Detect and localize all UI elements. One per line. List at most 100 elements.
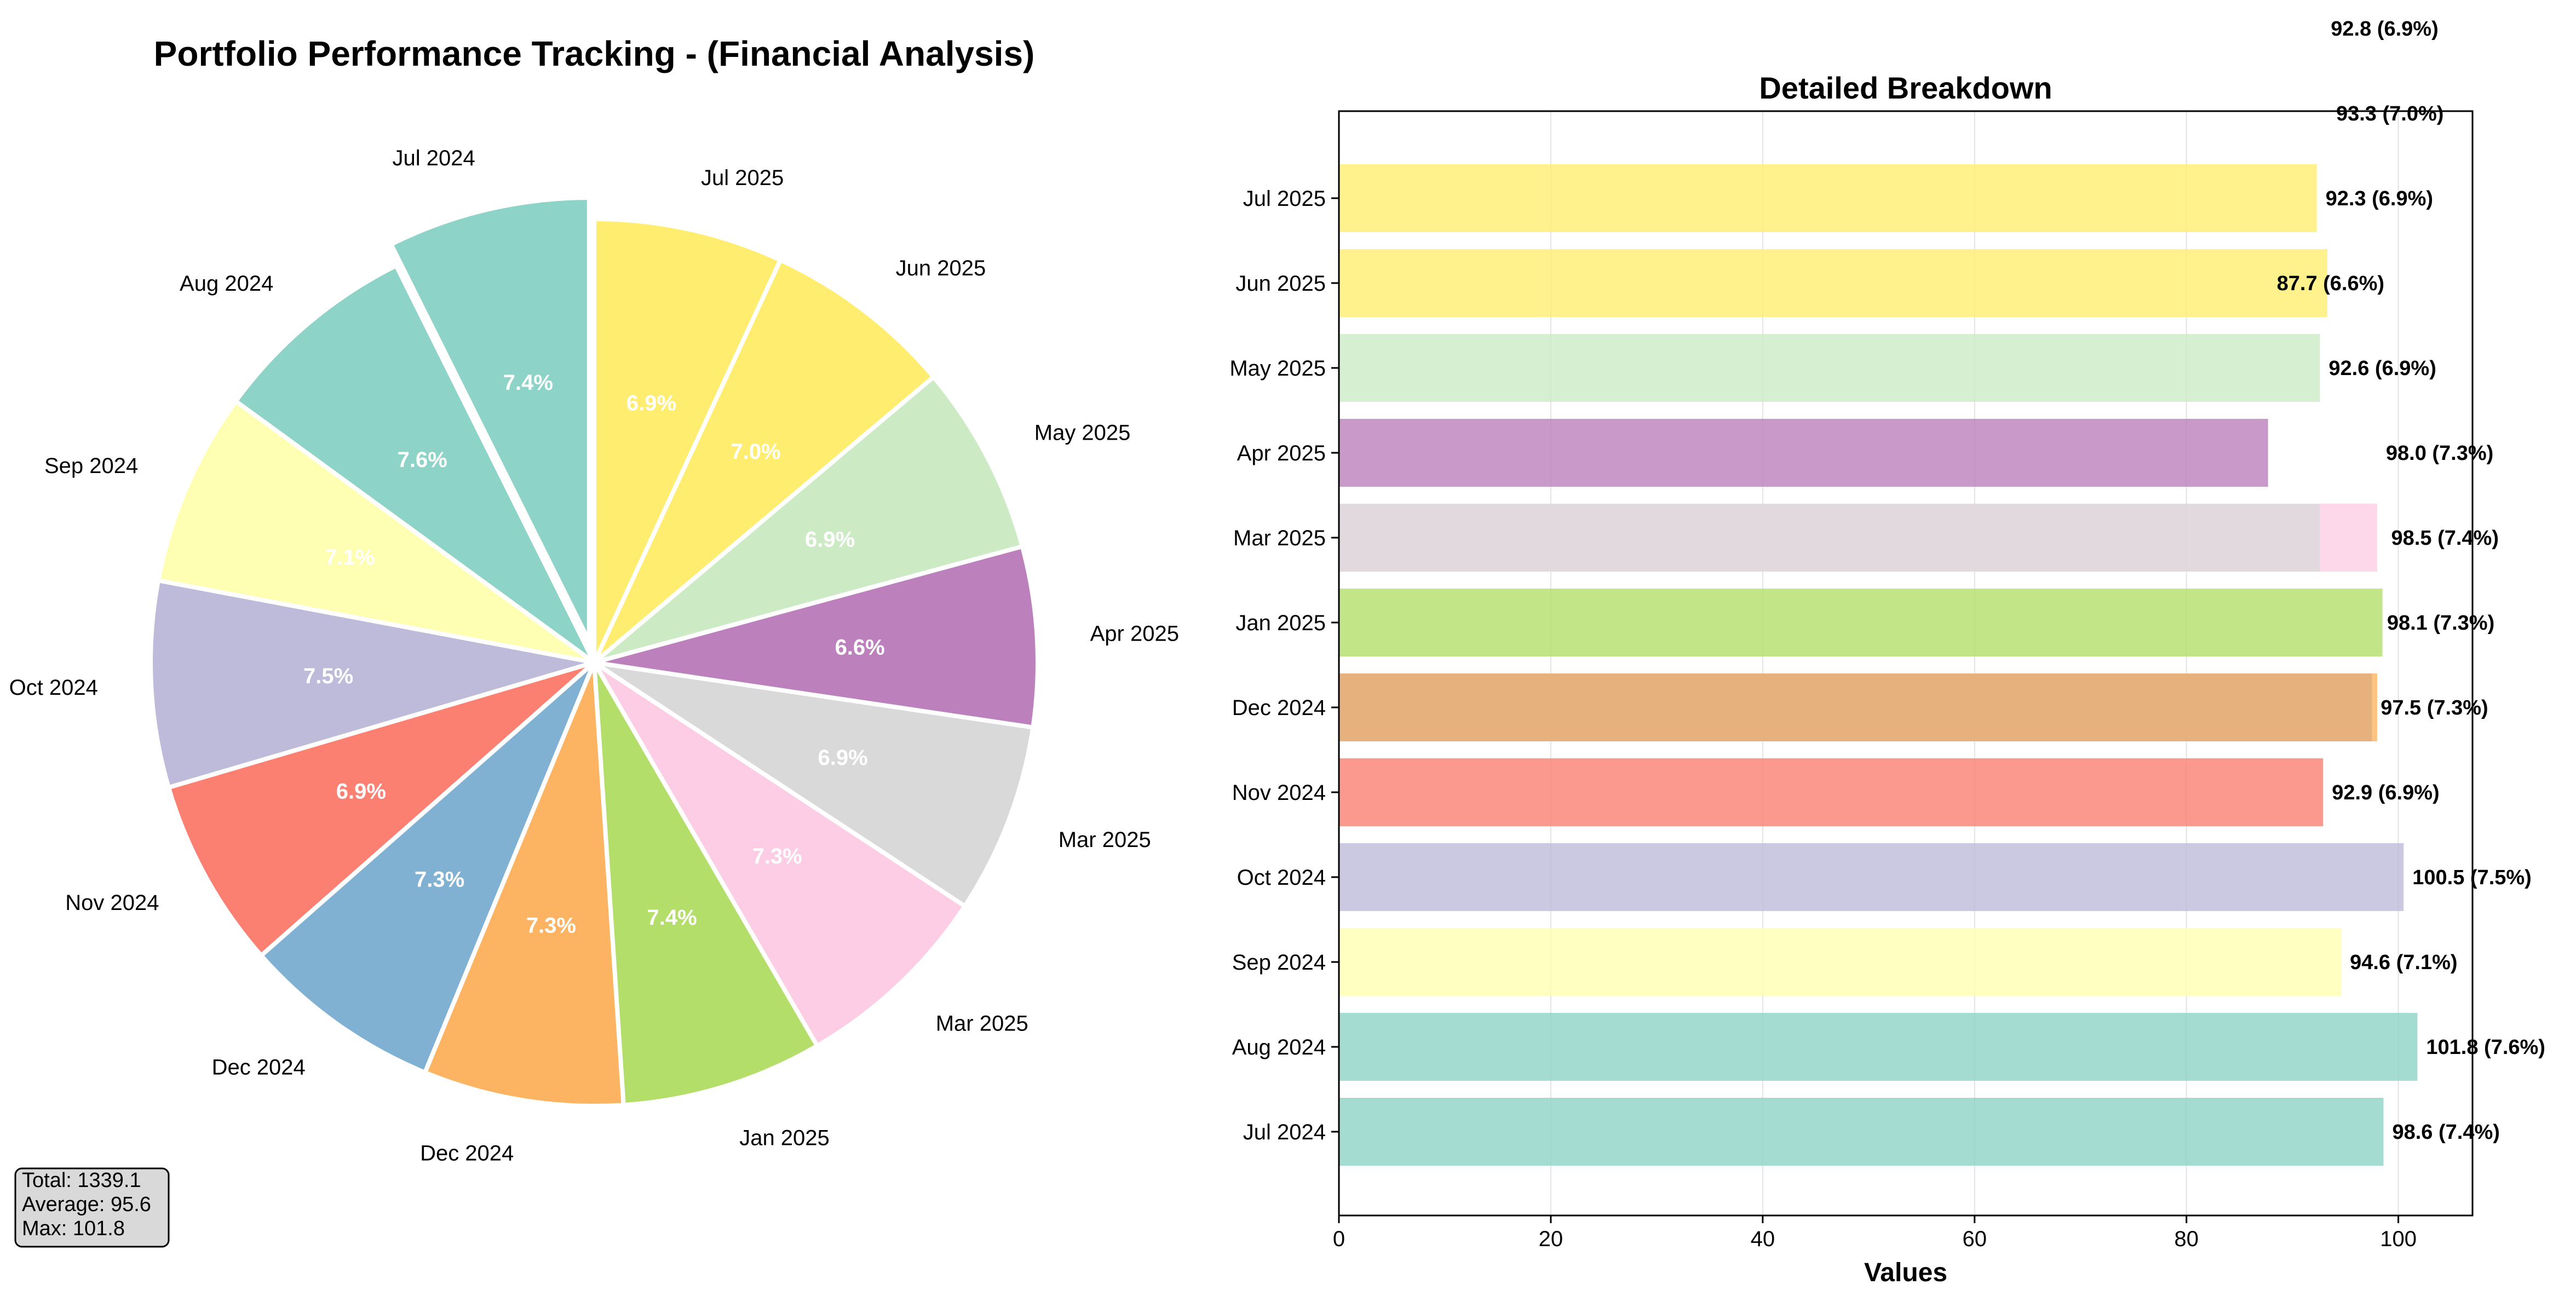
bar-plot-frame [1338,110,2474,1217]
bar-rects [1339,164,2418,1166]
bar-value-label: 92.6 (6.9%) [2328,357,2436,380]
x-tick-label: 0 [1333,1227,1345,1251]
bar [1339,1013,2418,1081]
pie-slice-percent: 7.4% [647,906,697,930]
pie-chart: Portfolio Performance Tracking - (Financ… [9,34,1179,1248]
y-tick-label: Mar 2025 [1233,526,1326,550]
pie-slice-label: Dec 2024 [420,1141,514,1165]
pie-labels: Jul 2024 Aug 2024 Sep 2024 Oct 2024 Nov 2024… [9,146,1179,1165]
x-tick-label: 20 [1539,1227,1563,1251]
x-tick-label: 40 [1751,1227,1775,1251]
pie-slice-percent: 7.3% [415,868,464,892]
y-tick-label: Jun 2025 [1235,272,1326,296]
pie-slice-label: Apr 2025 [1090,621,1179,646]
bar [1339,589,2383,656]
pie-slice [592,257,937,665]
pie-slice [592,660,968,1049]
x-tick-label: 60 [1962,1227,1987,1251]
bar-value-label: 98.1 (7.3%) [2387,612,2494,635]
pie-slice-label: Dec 2024 [212,1055,306,1079]
y-tick-label: Apr 2025 [1237,441,1326,465]
pie-percent-labels: 7.4% 7.6% 7.1% 7.5% 6.9% 7.3% 7.3% 7.4% 7.3% 6.9%… [303,371,885,938]
stats-max: Max: 101.8 [22,1217,125,1240]
bar-chart: Detailed Breakdown Jul 2024 Aug 2024 Sep 2… [1229,18,2545,1287]
bar [1339,673,2372,741]
pie-slice-percent: 7.0% [731,440,780,464]
pie-slice-label: Sep 2024 [44,454,138,478]
pie-slice [388,195,591,642]
pie-slice-label: Oct 2024 [9,676,98,700]
pie-slice-percent: 7.3% [752,844,802,868]
stats-average: Average: 95.6 [22,1193,151,1216]
bar-value-label: 101.8 (7.6%) [2426,1036,2545,1059]
bar [1339,843,2404,911]
pie-slice-label: Jan 2025 [739,1126,830,1150]
pie-slice-label: Jul 2024 [393,146,475,170]
bar [1339,249,2327,317]
pie-slice-percent: 7.3% [526,914,576,938]
bar [1339,334,2320,402]
pie-slice-percent: 6.9% [818,746,868,770]
bar-chart-title: Detailed Breakdown [1759,71,2052,105]
stats-box-frame [14,1167,170,1248]
pie-slice [165,660,596,959]
pie-slice [592,661,820,1108]
pie-slice [258,660,596,1076]
pie-slice [156,398,596,665]
pie-slice-percent: 7.1% [325,545,375,569]
y-tick-label: May 2025 [1229,356,1326,381]
bar-value-label: 93.3 (7.0%) [2336,102,2443,125]
bar-value-label: 100.5 (7.5%) [2412,866,2532,889]
bar [1339,1098,2384,1166]
bar-value-label: 97.5 (7.3%) [2381,696,2488,719]
pie-slice-label: Mar 2025 [936,1012,1028,1036]
y-tick-label: Jul 2025 [1243,187,1326,211]
pie-slice-label: May 2025 [1034,420,1131,445]
y-tick-label: Nov 2024 [1232,781,1326,805]
stats-box: Total: 1339.1 Average: 95.6 Max: 101.8 [14,1167,170,1248]
bar-value-label: 92.8 (6.9%) [2331,18,2438,41]
x-tick-label: 100 [2380,1227,2417,1251]
bar-value-label: 87.7 (6.6%) [2277,272,2384,295]
pie-slice-label: Mar 2025 [1059,828,1151,852]
pie-chart-title: Portfolio Performance Tracking - (Financ… [154,34,1035,73]
pie-slice-percent: 7.5% [303,664,353,688]
pie-slice [232,262,596,665]
bar-value-label: 98.5 (7.4%) [2391,527,2499,550]
y-tick-label: Aug 2024 [1232,1035,1326,1059]
y-tick-label: Sep 2024 [1232,950,1326,975]
y-tick-label: Jul 2024 [1243,1120,1326,1144]
pie-slice [593,660,1036,909]
pie-slice-percent: 6.9% [626,391,676,415]
pie-slice-percent: 7.4% [503,371,553,395]
bar-value-labels: 98.6 (7.4%) 101.8 (7.6%) 94.6 (7.1%) 100.5 … [2277,18,2545,1144]
pie-slice [148,578,595,791]
x-tick-label: 80 [2174,1227,2199,1251]
pie-slice-percent: 6.6% [835,635,885,659]
pie-slice-label: Jul 2025 [701,166,784,190]
bar [1339,758,2324,826]
bar-value-label: 98.6 (7.4%) [2392,1121,2499,1144]
bar-x-ticks: 0 20 40 60 80 100 [1333,1215,2417,1251]
y-tick-label: Jan 2025 [1235,611,1326,635]
pie-slice-percent: 6.9% [336,780,386,804]
bar-value-label: 98.0 (7.3%) [2386,442,2493,465]
pie-slice [593,373,1025,665]
bar-value-label: 92.3 (6.9%) [2326,187,2433,210]
pie-slice [422,661,626,1108]
bar-value-label: 94.6 (7.1%) [2350,951,2457,974]
pie-slice-percent: 7.6% [398,448,447,472]
bar-y-ticks: Jul 2024 Aug 2024 Sep 2024 Oct 2024 Nov 2024… [1229,187,1339,1144]
bar [1339,928,2342,996]
pie-slice [593,544,1040,730]
pie-slice-label: Jun 2025 [896,256,986,280]
pie-slice-percent: 6.9% [805,528,855,552]
stats-total: Total: 1339.1 [22,1169,141,1192]
bar [1339,164,2317,232]
y-tick-label: Dec 2024 [1232,696,1326,720]
pie-slice-label: Nov 2024 [65,891,159,915]
bar [1339,504,2320,572]
pie-slice-label: Aug 2024 [180,272,273,296]
y-tick-label: Oct 2024 [1237,866,1326,890]
